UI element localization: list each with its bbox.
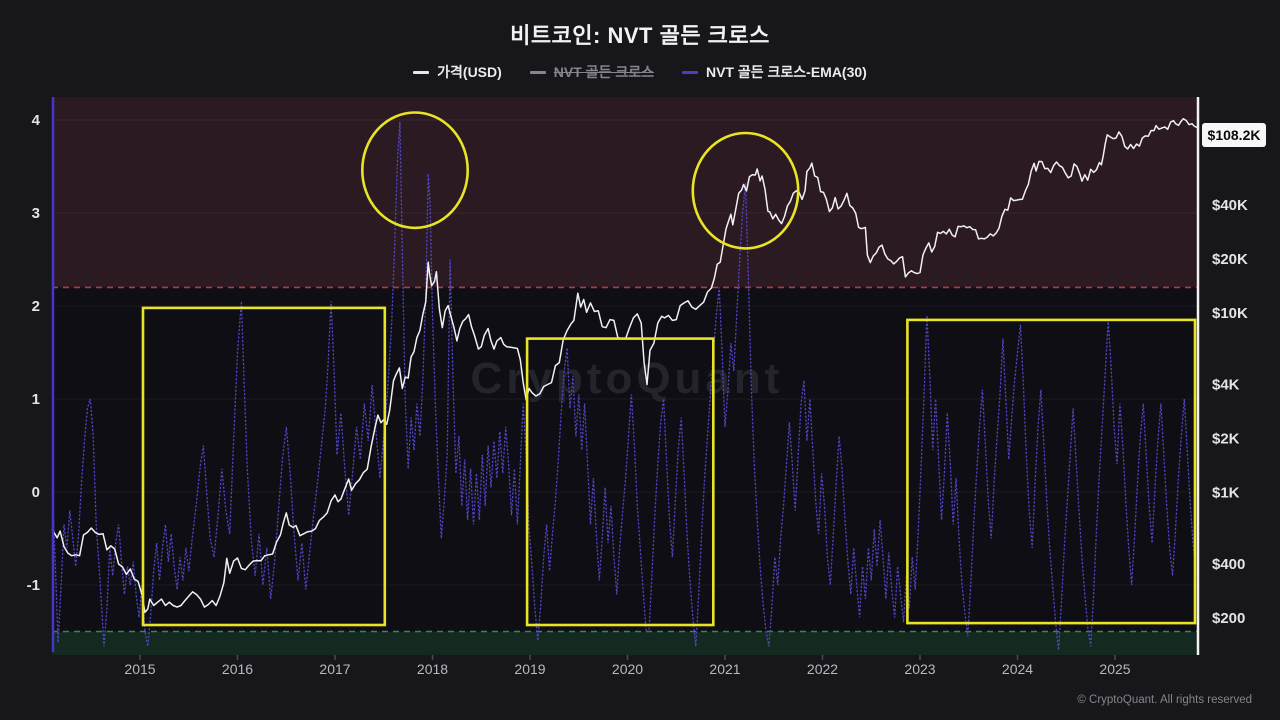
left-axis-tick: 3 — [32, 205, 40, 222]
legend-item-label: NVT 골든 크로스 — [553, 64, 654, 80]
legend-item-price[interactable]: 가격(USD) — [413, 62, 502, 82]
x-axis-year: 2016 — [222, 661, 253, 677]
overvalued-zone — [52, 97, 1199, 288]
price-series[interactable] — [51, 117, 1198, 614]
right-axis-price: $4K — [1212, 377, 1240, 394]
right-axis-price: $40K — [1212, 197, 1248, 214]
legend-item-nvt-ema[interactable]: NVT 골든 크로스-EMA(30) — [681, 62, 867, 82]
left-axis-tick: 0 — [32, 484, 40, 501]
chart-legend: 가격(USD) NVT 골든 크로스 NVT 골든 크로스-EMA(30) — [0, 62, 1280, 82]
right-axis-price: $2K — [1212, 431, 1240, 448]
highlight-circle-annotation — [360, 111, 469, 230]
x-axis-year: 2017 — [319, 661, 350, 677]
right-axis-price: $20K — [1212, 251, 1248, 268]
legend-item-nvt-golden-cross[interactable]: NVT 골든 크로스 — [529, 62, 654, 82]
nvt-ema-line-swatch-icon — [681, 70, 698, 74]
x-axis-year: 2025 — [1099, 661, 1130, 677]
x-axis-year: 2023 — [904, 661, 935, 677]
watermark: CryptoQuant — [471, 354, 784, 403]
left-axis-tick: -1 — [27, 577, 40, 594]
x-axis-year: 2022 — [807, 661, 838, 677]
x-axis-year: 2018 — [417, 661, 448, 677]
nvt-ema-series[interactable] — [51, 121, 1197, 651]
left-axis-tick: 4 — [32, 112, 41, 129]
x-axis-year: 2019 — [514, 661, 545, 677]
last-price-label: $108.2K — [1202, 123, 1266, 147]
legend-item-label: 가격(USD) — [437, 64, 502, 80]
x-axis-year: 2020 — [612, 661, 643, 677]
highlight-rect-annotation — [141, 306, 387, 627]
x-axis-year: 2015 — [124, 661, 155, 677]
undervalued-zone — [52, 631, 1199, 655]
nvt-line-swatch-icon — [529, 70, 546, 74]
right-axis-price: $1K — [1212, 485, 1240, 502]
copyright-text: © CryptoQuant. All rights reserved — [1077, 694, 1252, 706]
x-axis-year: 2021 — [709, 661, 740, 677]
price-line-swatch-icon — [413, 70, 430, 74]
right-axis-price: $400 — [1212, 556, 1245, 573]
highlight-circle-annotation — [691, 131, 800, 250]
right-axis-price: $200 — [1212, 610, 1245, 627]
highlight-rect-annotation — [906, 318, 1197, 625]
right-axis-price: $10K — [1212, 305, 1248, 322]
x-axis-year: 2024 — [1002, 661, 1033, 677]
left-axis-tick: 2 — [32, 298, 40, 315]
legend-item-label: NVT 골든 크로스-EMA(30) — [705, 64, 867, 80]
left-axis-tick: 1 — [32, 391, 40, 408]
highlight-rect-annotation — [525, 337, 715, 627]
page-title: 비트코인: NVT 골든 크로스 — [510, 23, 770, 48]
